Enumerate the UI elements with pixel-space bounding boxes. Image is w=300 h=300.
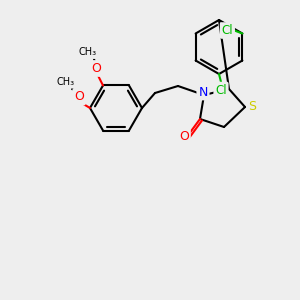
Text: CH₃: CH₃ bbox=[57, 77, 75, 87]
Text: Cl: Cl bbox=[222, 24, 233, 37]
Text: N: N bbox=[198, 85, 208, 98]
Text: S: S bbox=[248, 100, 256, 113]
Text: O: O bbox=[74, 91, 84, 103]
Text: CH₃: CH₃ bbox=[79, 47, 97, 58]
Text: O: O bbox=[179, 130, 189, 143]
Text: Cl: Cl bbox=[215, 83, 227, 97]
Text: O: O bbox=[91, 62, 101, 75]
